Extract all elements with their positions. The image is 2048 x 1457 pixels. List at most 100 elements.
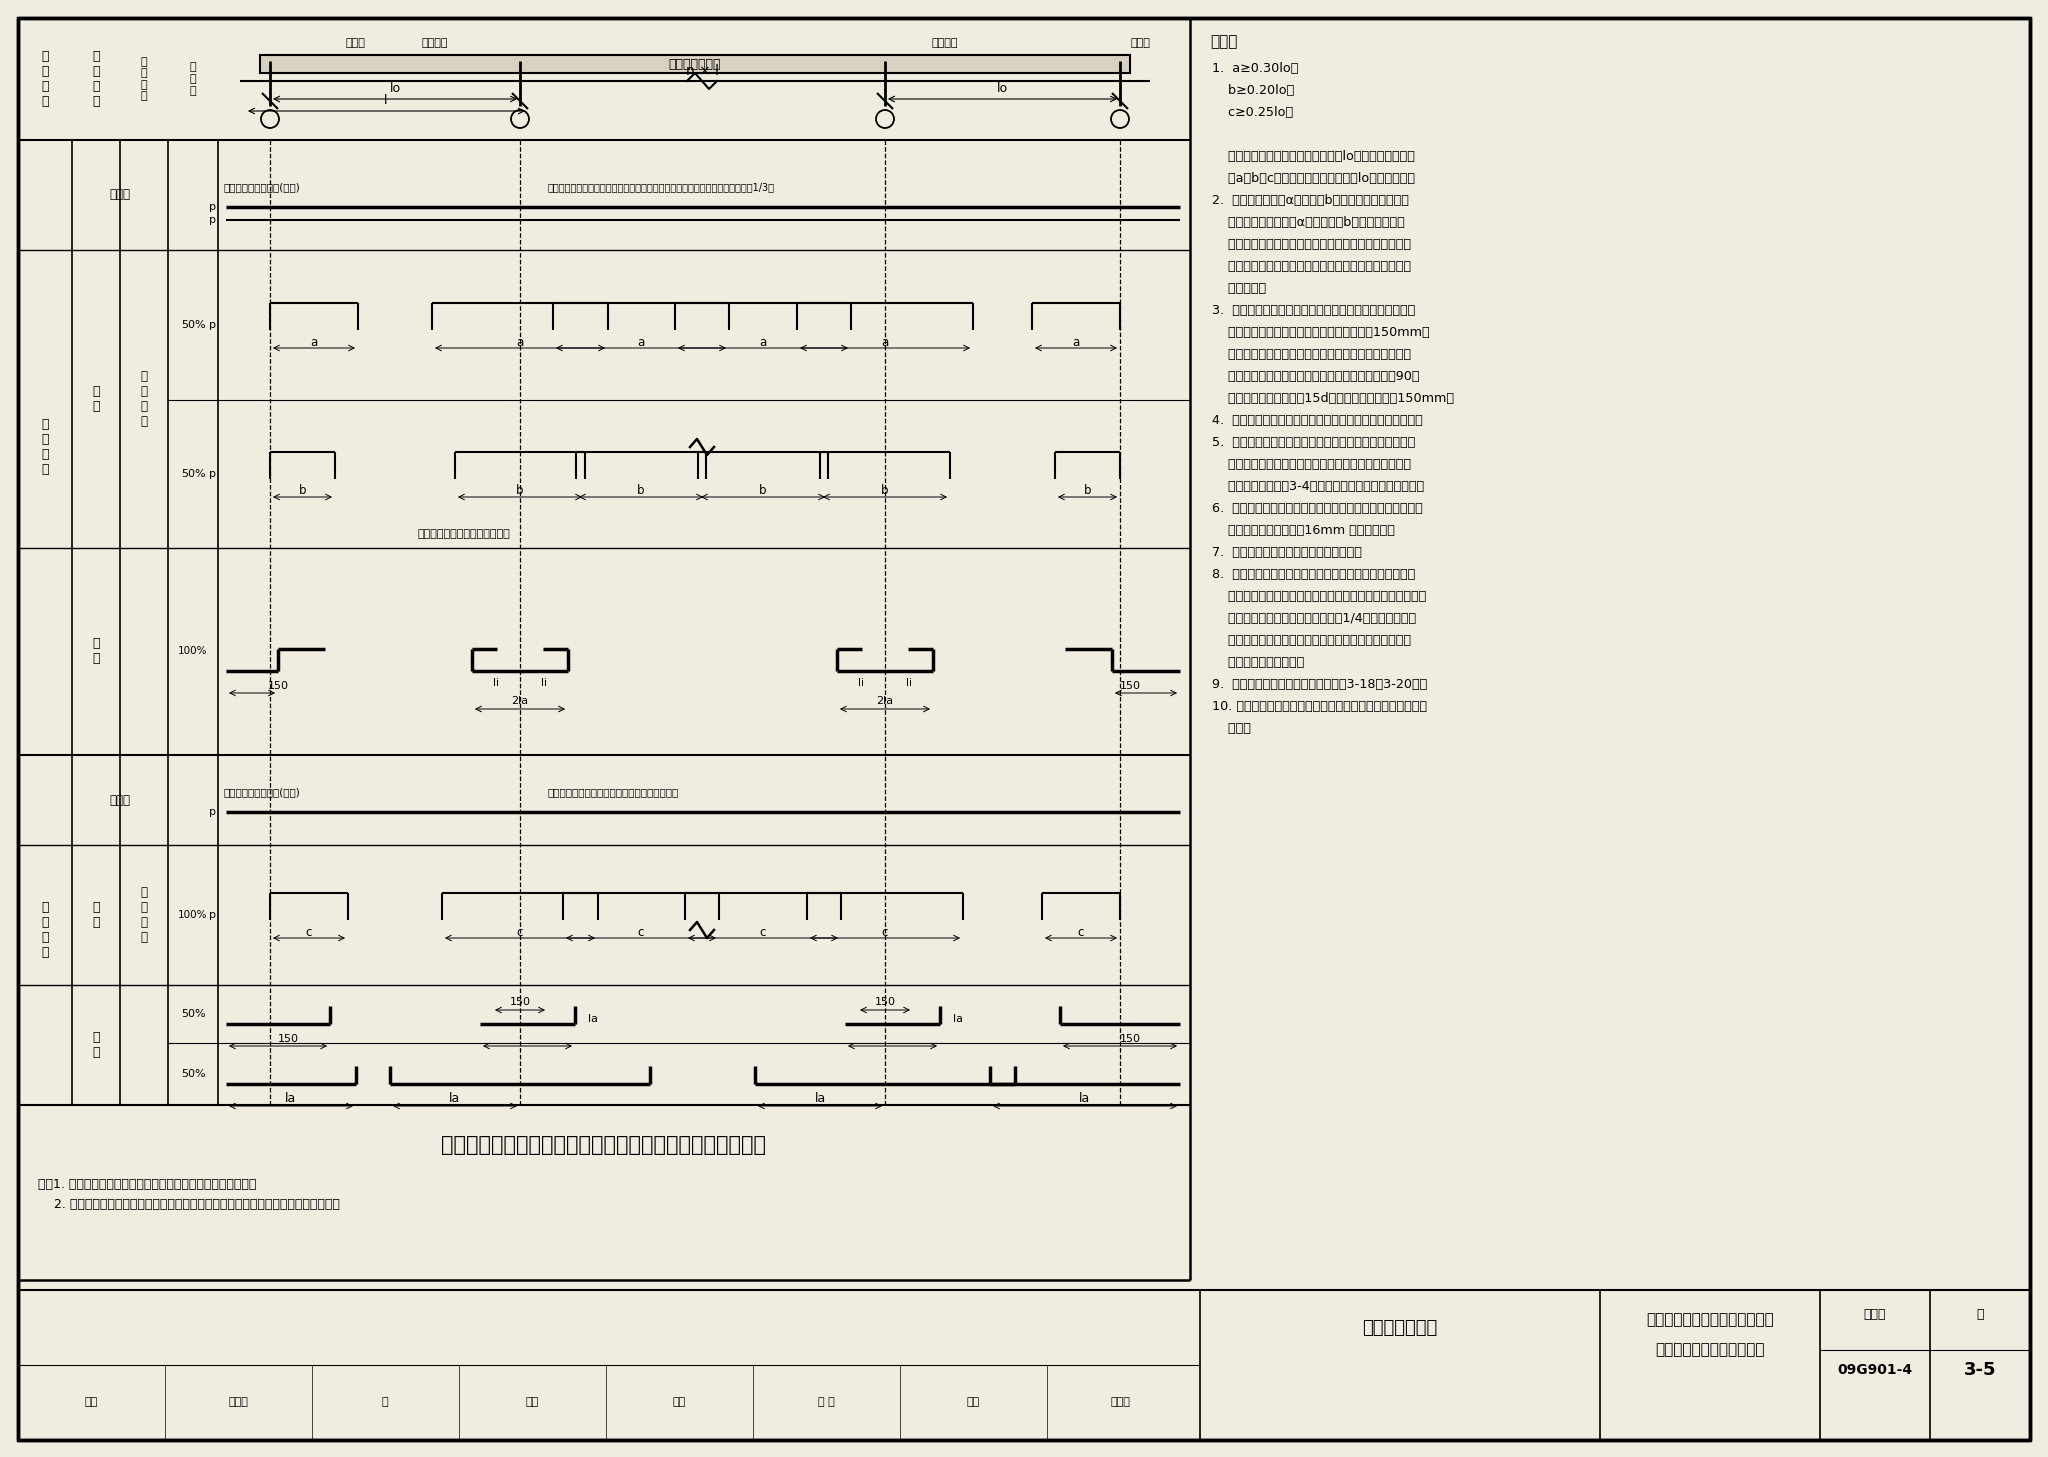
Text: 跨中板带底部的两种不同钢筋间隔布置。底部筋总数为: 跨中板带底部的两种不同钢筋间隔布置。底部筋总数为 [1212,237,1411,251]
Text: 不
同
钢
筋: 不 同 钢 筋 [141,57,147,102]
Text: 150: 150 [874,997,895,1007]
Text: 钢筋（见本图集第3-4页；无梁楼盖板外角附加钢筋）。: 钢筋（见本图集第3-4页；无梁楼盖板外角附加钢筋）。 [1212,479,1423,492]
Text: p: p [209,807,217,817]
Text: 2. 在柱与柱之间板块交界无支座的范围，板的虚拟支座定位及宽度尺寸以设计为准。: 2. 在柱与柱之间板块交界无支座的范围，板的虚拟支座定位及宽度尺寸以设计为准。 [39,1199,340,1212]
Text: c: c [516,925,522,938]
Text: 弘: 弘 [381,1397,389,1407]
Text: b: b [1083,485,1092,497]
Text: lo: lo [997,83,1008,96]
Text: la: la [285,1093,297,1106]
Text: 非
通
长
筋: 非 通 长 筋 [141,370,147,428]
Text: a: a [1073,335,1079,348]
Text: 150: 150 [276,1034,299,1045]
Text: 100%: 100% [178,645,207,656]
Text: 分离式钢筋排布构造示意图: 分离式钢筋排布构造示意图 [1655,1342,1765,1358]
Text: a: a [516,335,524,348]
Text: 张月明: 张月明 [1110,1397,1130,1407]
Text: a: a [760,335,766,348]
Text: 要满足具体设计值，且应在板边缘横向钢筋外侧做90度: 要满足具体设计值，且应在板边缘横向钢筋外侧做90度 [1212,370,1419,383]
Text: 若某中间支座左、右邻跨的净跨值lo不相同，该支座两: 若某中间支座左、右邻跨的净跨值lo不相同，该支座两 [1212,150,1415,163]
Text: 边跨板带顶部钢筋伸入边梁、墙、柱内的锚固长度不仅: 边跨板带顶部钢筋伸入边梁、墙、柱内的锚固长度不仅 [1212,348,1411,360]
Text: b≥0.20lo；: b≥0.20lo； [1212,83,1294,96]
Text: 9.  柱上板带带束排布构造见本图集第3-18～3-20页。: 9. 柱上板带带束排布构造见本图集第3-18～3-20页。 [1212,678,1427,691]
Text: 要满足具体设计值，且其水平段长度不小于150mm。: 要满足具体设计值，且其水平段长度不小于150mm。 [1212,325,1430,338]
Text: b: b [516,485,524,497]
Text: p: p [209,216,217,224]
Text: n × l: n × l [686,64,719,79]
Text: 刘伍: 刘伍 [526,1397,539,1407]
Text: 长钢筋总数为单数，α长度筋应比b长度筋多一根。: 长钢筋总数为单数，α长度筋应比b长度筋多一根。 [1212,216,1405,229]
Text: 单数，锚固长度值较大者钢筋应比锚固长度值较小者钢: 单数，锚固长度值较大者钢筋应比锚固长度值较小者钢 [1212,259,1411,272]
Text: 6.  当各边跨板带与支座间无梁时，应在板带外边缘上、下部: 6. 当各边跨板带与支座间无梁时，应在板带外边缘上、下部 [1212,501,1423,514]
Text: 柱
上
板
带: 柱 上 板 带 [41,418,49,476]
Text: 审核: 审核 [84,1397,98,1407]
Text: a: a [881,335,889,348]
Text: 注：1. 图示板带边支座为柱、框架梁或剪力墙；中间支座为柱。: 注：1. 图示板带边支座为柱、框架梁或剪力墙；中间支座为柱。 [39,1179,256,1192]
Text: la: la [449,1093,461,1106]
Text: 苟继东: 苟继东 [227,1397,248,1407]
Text: 跨
中
板
带: 跨 中 板 带 [41,900,49,959]
Text: p: p [209,321,217,329]
Text: 5.  边支座有梁的无梁板，在外角顶部沿对角线方向和外角: 5. 边支座有梁的无梁板，在外角顶部沿对角线方向和外角 [1212,436,1415,449]
Text: 通长钢筋（或利用原有配筋拉通）数量见设计；且不少于板顶部钢筋总截面积的1/3。: 通长钢筋（或利用原有配筋拉通）数量见设计；且不少于板顶部钢筋总截面积的1/3。 [549,182,774,192]
Text: 无梁楼盖现浇板: 无梁楼盖现浇板 [1362,1319,1438,1338]
Text: 8.  抗震复范：无柱帽板上板带的板底钢筋，宜在距柱面为: 8. 抗震复范：无柱帽板上板带的板底钢筋，宜在距柱面为 [1212,567,1415,580]
Text: la: la [952,1014,963,1024]
Text: 校对: 校对 [672,1397,686,1407]
Text: c: c [883,925,889,938]
Text: 50%: 50% [180,321,205,329]
Text: 抗震无柱帽柱上板带、跨中板带: 抗震无柱帽柱上板带、跨中板带 [1647,1313,1774,1327]
Text: 为准。: 为准。 [1212,721,1251,734]
Text: 旁a，b，c值均应按两净跨中较大的lo值计算确定。: 旁a，b，c值均应按两净跨中较大的lo值计算确定。 [1212,172,1415,185]
Text: 图集号: 图集号 [1864,1308,1886,1321]
Text: p: p [209,911,217,919]
Text: 钢
筋
部
位: 钢 筋 部 位 [92,50,100,108]
Text: 页: 页 [1976,1308,1985,1321]
Text: 4.  边跨板带悬挑时，顶部钢筋应勾住板边缘横向通长钢筋。: 4. 边跨板带悬挑时，顶部钢筋应勾住板边缘横向通长钢筋。 [1212,414,1423,427]
Text: 底部垂直于对角线方向各增配满足具体设计要求的受力: 底部垂直于对角线方向各增配满足具体设计要求的受力 [1212,457,1411,471]
Text: 50%: 50% [180,1069,205,1080]
Text: 通长筋: 通长筋 [109,794,131,807]
Text: la: la [588,1014,598,1024]
Text: la: la [815,1093,825,1106]
Text: 方相应具体要求为准。: 方相应具体要求为准。 [1212,656,1305,669]
Text: 板边缘横向通长钢筋(下同): 板边缘横向通长钢筋(下同) [223,182,299,192]
Text: 板
带
类
别: 板 带 类 别 [41,50,49,108]
Text: b: b [299,485,307,497]
Text: 3.  边跨板带底部钢筋伸入边梁、墙、柱内的锚固长度不仅: 3. 边跨板带底部钢筋伸入边梁、墙、柱内的锚固长度不仅 [1212,303,1415,316]
Text: a: a [637,335,645,348]
Text: 50%: 50% [180,469,205,479]
Text: b: b [637,485,645,497]
Text: 通长钢筋（或利用原有配筋拉通）数量见设计。: 通长钢筋（或利用原有配筋拉通）数量见设计。 [549,787,680,797]
Text: 中间支座: 中间支座 [422,38,449,48]
Text: li: li [541,678,547,688]
Text: 筋多一根。: 筋多一根。 [1212,281,1266,294]
Text: c≥0.25lo。: c≥0.25lo。 [1212,105,1292,118]
Text: 弯钩。若搭接实际搭接位置已大于1/4跨时，应及时告: 弯钩。若搭接实际搭接位置已大于1/4跨时，应及时告 [1212,612,1415,625]
Text: li: li [494,678,500,688]
Text: 边支座: 边支座 [1130,38,1149,48]
Text: 2la: 2la [877,696,893,707]
Text: 饶 刚: 饶 刚 [817,1397,834,1407]
Text: 塞根钢筋，至少两根，并穿过柱: 塞根钢筋，至少两根，并穿过柱 [418,529,510,539]
Text: 2.  非通长钢筋中的α长度筋与b长度筋间隔布置。非通: 2. 非通长钢筋中的α长度筋与b长度筋间隔布置。非通 [1212,194,1409,207]
Text: 二倍纵筋锚固长度以外搭接，钢筋锚固箍宜有垂直于板面的: 二倍纵筋锚固长度以外搭接，钢筋锚固箍宜有垂直于板面的 [1212,590,1425,603]
Text: 100%: 100% [178,911,207,919]
Text: p: p [209,469,217,479]
Text: 柱上或跨中板带: 柱上或跨中板带 [670,57,721,70]
Text: 150: 150 [510,997,530,1007]
Text: c: c [305,925,311,938]
Text: b: b [881,485,889,497]
Text: li: li [858,678,864,688]
Text: 顶
部: 顶 部 [92,900,100,930]
Text: a: a [311,335,317,348]
Text: c: c [760,925,766,938]
Text: 2la: 2la [512,696,528,707]
Text: c: c [637,925,645,938]
Text: 150: 150 [1120,680,1141,691]
Text: 各设置一根直径不小于16mm 的通长钢筋。: 各设置一根直径不小于16mm 的通长钢筋。 [1212,523,1395,536]
Text: 3-5: 3-5 [1964,1361,1997,1378]
Text: 7.  板两个方向底筋应置于暗梁底筋之上。: 7. 板两个方向底筋应置于暗梁底筋之上。 [1212,545,1362,558]
Text: 弯折，其垂直段长度为15d；水平段长度不小于150mm。: 弯折，其垂直段长度为15d；水平段长度不小于150mm。 [1212,392,1454,405]
Text: 设计方复核是否处于受拉区；若处在受拉区，应以设计: 设计方复核是否处于受拉区；若处在受拉区，应以设计 [1212,634,1411,647]
